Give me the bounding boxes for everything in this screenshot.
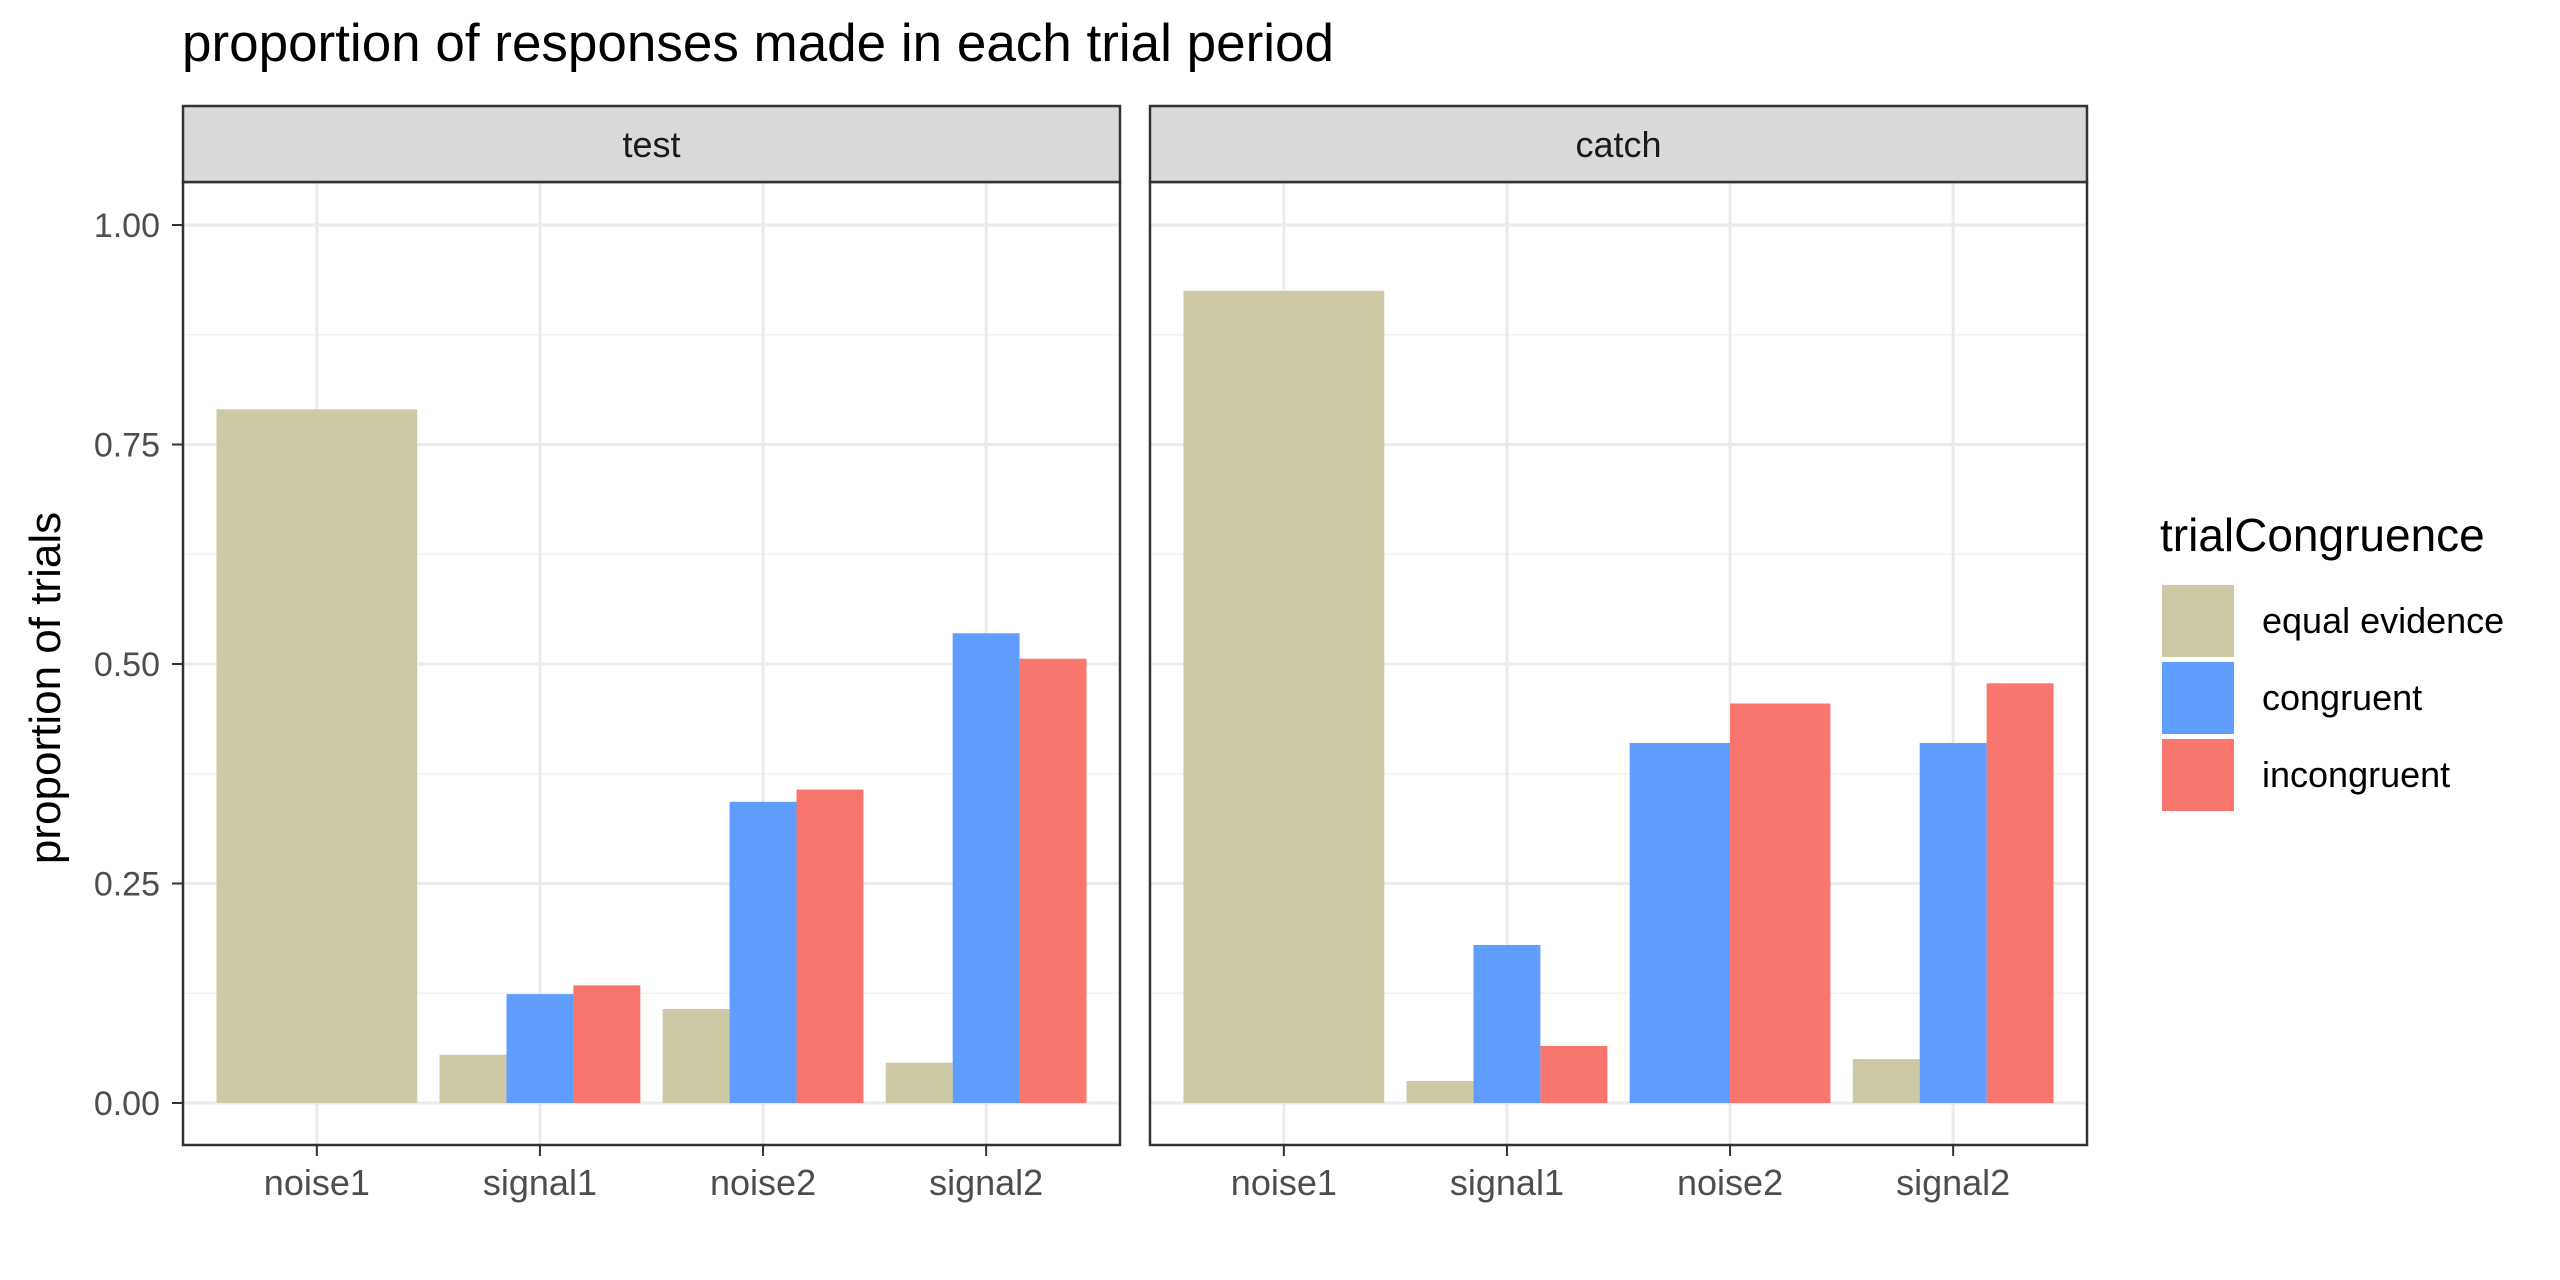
legend-label-equal-evidence: equal evidence [2262,600,2504,641]
bar-test-noise2-equal-evidence [662,1009,730,1103]
bar-test-noise2-incongruent [796,789,864,1103]
bar-test-signal2-incongruent [1019,658,1087,1103]
strip [181,104,1122,184]
x-tick-label-signal1: signal1 [483,1162,597,1203]
bar-test-signal1-equal-evidence [439,1054,507,1103]
bar-test-signal2-equal-evidence [885,1062,953,1103]
x-tick-label-signal2: signal2 [1896,1162,2010,1203]
bar-test-signal2-congruent [952,633,1020,1103]
y-tick-label-0-25: 0.25 [94,866,160,904]
bar-test-noise2-congruent [729,801,797,1103]
legend: trialCongruence equal evidence congruent in… [2160,509,2504,811]
y-tick-label-0-00: 0.00 [94,1085,160,1123]
legend-key-congruent [2162,662,2234,734]
legend-title: trialCongruence [2160,509,2485,561]
legend-key-incongruent [2162,739,2234,811]
y-tick-label-1-00: 1.00 [94,207,160,245]
y-tick-label-0-75: 0.75 [94,427,160,465]
bar-catch-signal2-equal-evidence [1852,1059,1920,1103]
bar-catch-noise2-incongruent [1730,703,1831,1103]
strip [1148,104,2089,184]
legend-key-equal-evidence [2162,585,2234,657]
strip-label-test: test [622,124,680,165]
x-tick-label-noise1: noise1 [1231,1162,1337,1203]
x-tick-label-signal2: signal2 [929,1162,1043,1203]
legend-label-congruent: congruent [2262,677,2422,718]
chart-title: proportion of responses made in each tri… [182,14,1334,73]
x-tick-label-noise2: noise2 [1677,1162,1783,1203]
bar-catch-signal2-congruent [1919,743,1987,1103]
panel-catch: catch noise1 signal1 noise2 signal2 [1148,104,2089,1203]
bar-catch-noise2-congruent [1629,743,1731,1103]
bar-test-signal1-incongruent [573,985,641,1103]
bar-test-signal1-congruent [506,994,574,1103]
bar-test-noise1-equal-evidence [216,409,418,1103]
bar-catch-signal2-incongruent [1986,683,2054,1103]
y-tick-label-0-50: 0.50 [94,646,160,684]
bar-catch-noise1-equal-evidence [1183,290,1385,1104]
bar-catch-signal1-equal-evidence [1406,1081,1474,1103]
legend-label-incongruent: incongruent [2262,754,2450,795]
bar-catch-signal1-congruent [1473,944,1541,1103]
panel-test: test noise1 signal1 noise2 signal2 [181,104,1122,1203]
bar-catch-signal1-incongruent [1540,1045,1608,1103]
x-tick-label-signal1: signal1 [1450,1162,1564,1203]
strip-label-catch: catch [1575,124,1661,165]
x-tick-label-noise2: noise2 [710,1162,816,1203]
x-tick-label-noise1: noise1 [264,1162,370,1203]
panels: 0.00 0.25 0.50 0.75 1.00 test noise1 signal1 noi… [94,104,2089,1203]
y-axis-label: proportion of trials [21,512,70,864]
